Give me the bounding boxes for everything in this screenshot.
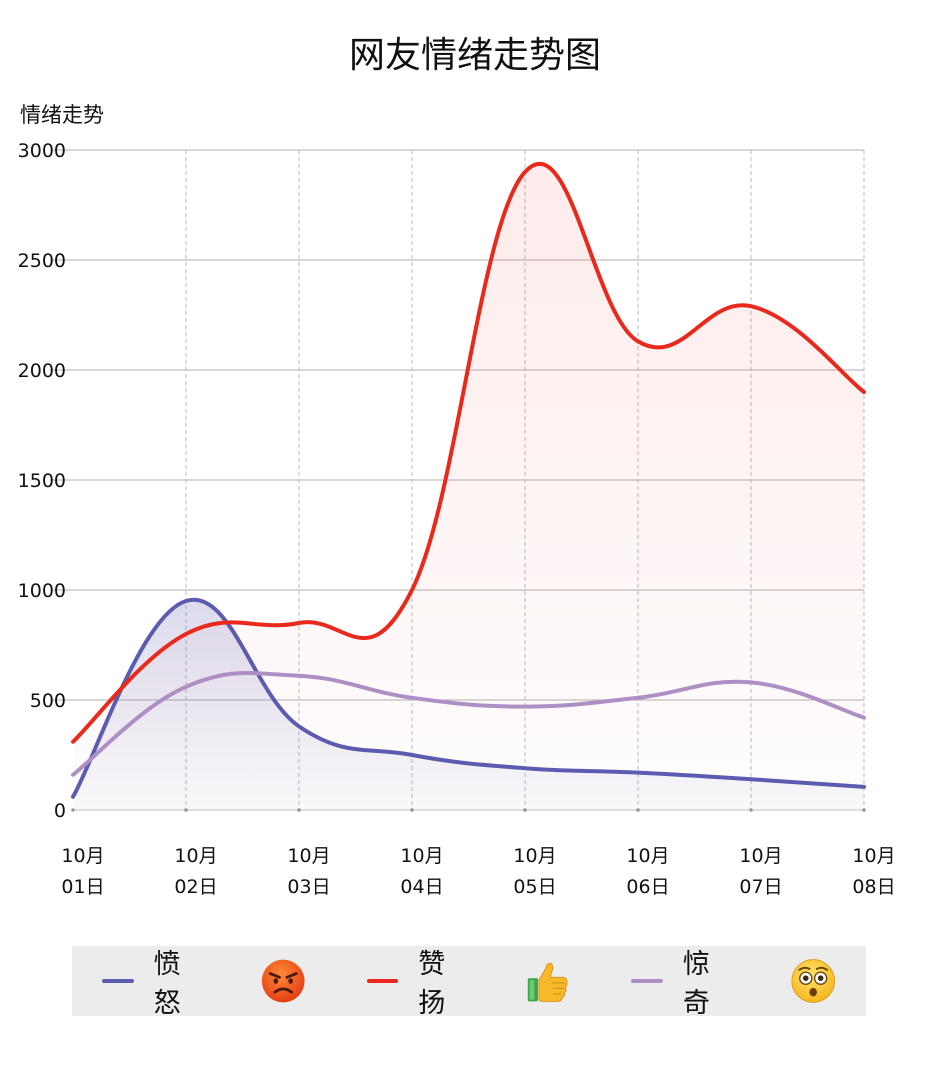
area-praise [73,163,864,810]
y-tick-label: 1000 [18,580,66,602]
series-line-surprise[interactable] [71,670,866,777]
y-tick-label: 1500 [18,470,66,492]
astonished-face-icon [790,959,835,1003]
y-tick-label: 2500 [18,250,66,272]
x-tick-label: 10月 01日 [61,845,104,898]
legend-line-praise [366,979,399,983]
legend-label-surprise: 惊 奇 [682,949,726,1019]
y-tick-label: 500 [30,690,66,712]
y-tick-label: 3000 [18,140,66,162]
x-tick-label: 10月 08日 [852,845,895,898]
chart-title: 网友情绪走势图 [348,35,601,76]
legend-line-anger [102,979,134,983]
series-line-praise[interactable] [71,161,866,744]
legend-item-anger[interactable]: 愤 怒 [102,942,307,1020]
line-chart: 情绪走势 0 500 1000 1500 2000 2500 3000 10月 01日 10月 02日… [18,103,896,898]
thumbs-up-icon [527,962,568,1002]
y-tick-label: 2000 [18,360,66,382]
legend-item-praise[interactable]: 赞 扬 [366,942,572,1020]
y-tick-label: 0 [54,800,66,822]
x-tick-label: 10月 04日 [400,845,443,898]
legend-line-surprise [631,979,663,983]
x-tick-label: 10月 02日 [174,845,217,898]
x-tick-label: 10月 05日 [513,845,556,898]
series-line-anger[interactable] [71,597,866,799]
legend-item-surprise[interactable]: 惊 奇 [631,942,836,1020]
legend-label-praise: 赞 扬 [418,949,462,1019]
angry-face-icon [262,959,305,1003]
legend-label-anger: 愤 怒 [153,949,197,1019]
x-tick-label: 10月 07日 [739,845,782,898]
legend: 愤 怒 赞 扬 惊 奇 [72,946,866,1019]
y-axis-label: 情绪走势 [20,103,104,127]
x-tick-label: 10月 06日 [626,845,669,898]
x-tick-label: 10月 03日 [287,845,330,898]
